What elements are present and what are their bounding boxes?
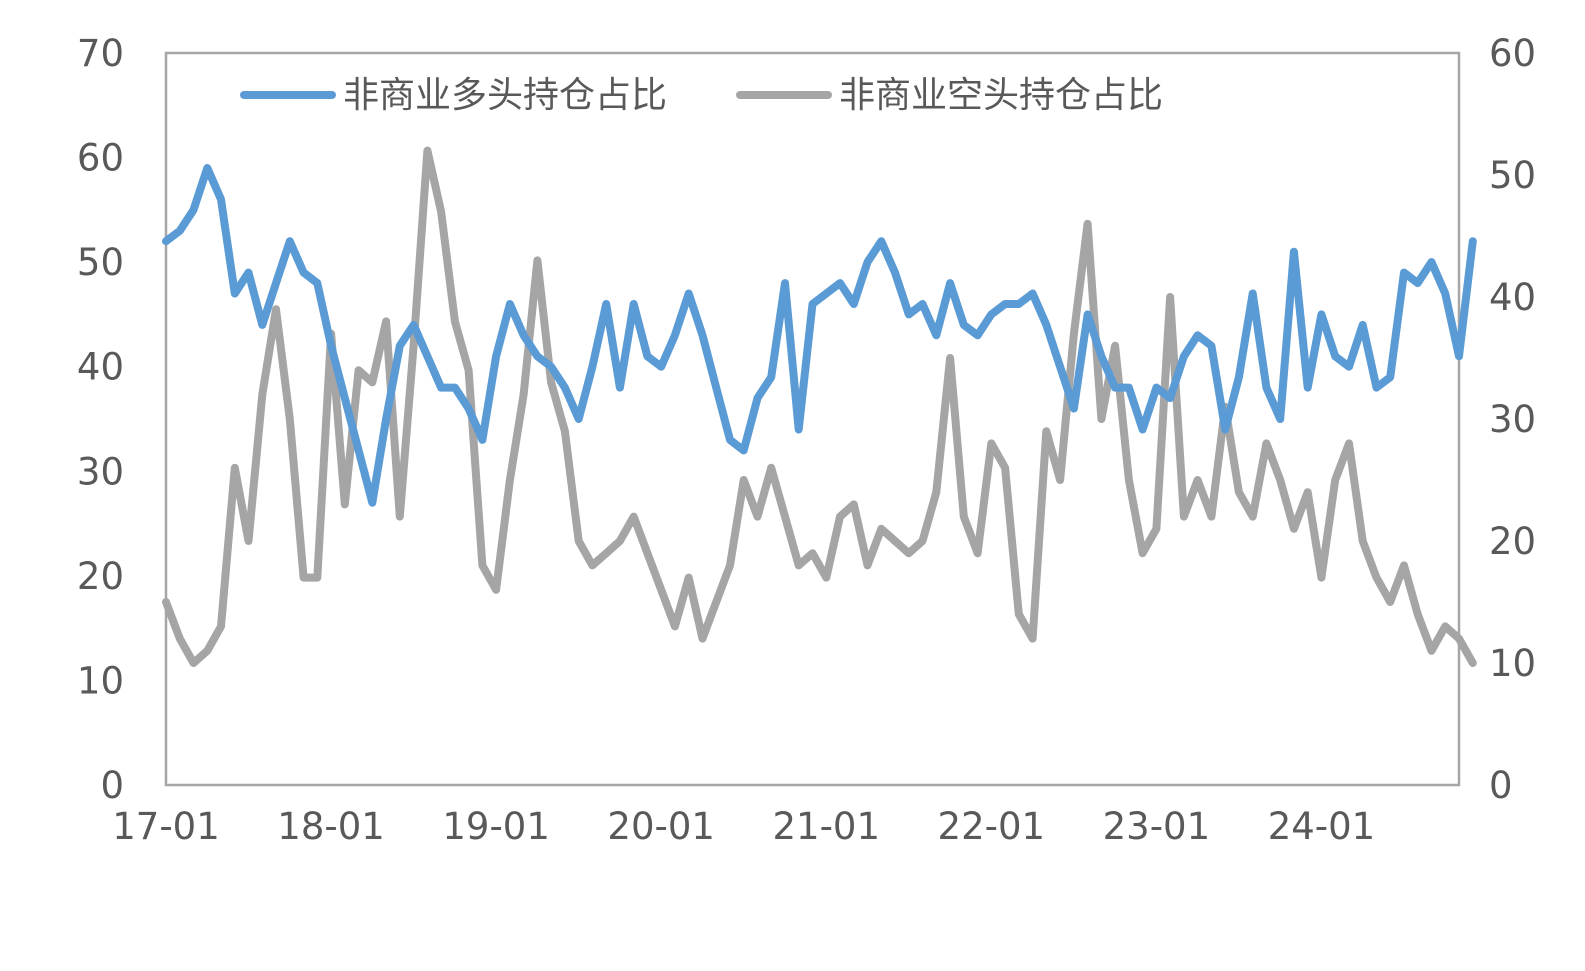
left-y-tick-label: 30 [77, 450, 124, 493]
right-y-tick-label: 60 [1489, 32, 1536, 75]
left-y-axis: 0 10 20 30 40 50 60 70 [77, 32, 124, 807]
plot-area-frame [164, 51, 1461, 787]
legend-item-short: 非商业空头持仓占比 [736, 75, 1163, 116]
right-y-tick-label: 0 [1489, 764, 1513, 807]
x-tick-label: 17-01 [112, 805, 220, 848]
right-y-axis: 0 10 20 30 40 50 60 [1489, 32, 1536, 807]
left-y-tick-label: 0 [100, 764, 124, 807]
right-y-tick-label: 10 [1489, 642, 1536, 685]
left-y-tick-label: 60 [77, 137, 124, 180]
left-y-tick-label: 10 [77, 659, 124, 702]
left-y-tick-label: 20 [77, 555, 124, 598]
right-y-tick-label: 50 [1489, 154, 1536, 197]
left-y-tick-label: 70 [77, 32, 124, 75]
series-line-short-position [162, 146, 1477, 667]
legend: 非商业多头持仓占比 非商业空头持仓占比 [240, 75, 1163, 116]
legend-item-long: 非商业多头持仓占比 [240, 75, 667, 116]
series-line-long-position [162, 164, 1477, 507]
x-tick-label: 19-01 [442, 805, 550, 848]
x-axis: 17-01 18-01 19-01 20-01 21-01 22-01 23-01 24-01 [112, 805, 1375, 848]
x-tick-label: 23-01 [1103, 805, 1211, 848]
right-y-tick-label: 30 [1489, 398, 1536, 441]
legend-label-short: 非商业空头持仓占比 [839, 75, 1163, 116]
left-y-tick-label: 50 [77, 241, 124, 284]
x-tick-label: 22-01 [938, 805, 1046, 848]
series-layer [162, 146, 1477, 667]
legend-label-long: 非商业多头持仓占比 [343, 75, 667, 116]
x-tick-label: 24-01 [1268, 805, 1376, 848]
x-tick-label: 21-01 [772, 805, 880, 848]
x-tick-label: 18-01 [277, 805, 385, 848]
x-tick-label: 20-01 [607, 805, 715, 848]
right-y-tick-label: 20 [1489, 520, 1536, 563]
right-y-tick-label: 40 [1489, 276, 1536, 319]
left-y-tick-label: 40 [77, 346, 124, 389]
